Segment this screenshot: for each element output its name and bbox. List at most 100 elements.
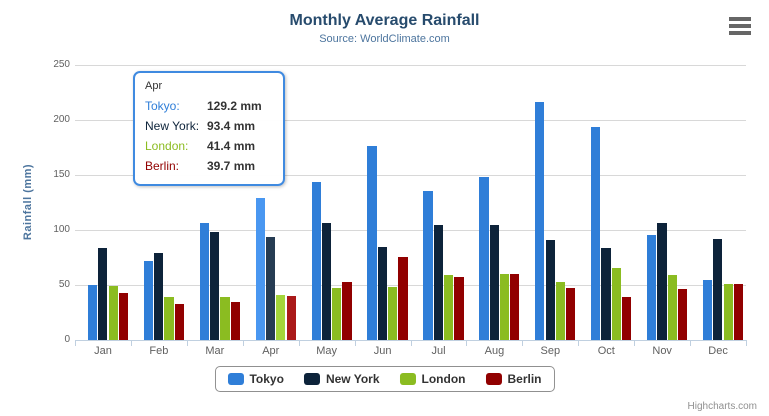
bar-berlin-jul[interactable]: [454, 276, 464, 340]
x-axis-tick: [746, 341, 747, 346]
bar-tokyo-aug[interactable]: [479, 176, 489, 340]
x-axis-tick: [466, 341, 468, 346]
tooltip-series-value: 39.7 mm: [207, 159, 256, 173]
x-axis-tick: [522, 341, 524, 346]
bar-new-york-oct[interactable]: [601, 248, 611, 340]
bar-tokyo-mar[interactable]: [199, 223, 209, 340]
legend: Tokyo New York London Berlin: [214, 366, 555, 392]
bar-tokyo-jun[interactable]: [367, 146, 377, 340]
x-axis-label-jan: Jan: [94, 345, 112, 357]
x-axis-tick: [75, 341, 76, 346]
bar-berlin-dec[interactable]: [733, 283, 744, 340]
legend-item-new-york[interactable]: New York: [303, 372, 380, 386]
x-axis-tick: [578, 341, 580, 346]
bar-tokyo-nov[interactable]: [647, 234, 657, 340]
bar-london-mar[interactable]: [220, 296, 230, 340]
bar-london-aug[interactable]: [499, 274, 510, 340]
bar-london-dec[interactable]: [723, 283, 733, 340]
x-axis-tick: [410, 341, 412, 346]
x-axis-label-aug: Aug: [484, 345, 505, 357]
x-axis-tick: [298, 341, 300, 346]
bar-berlin-oct[interactable]: [622, 297, 632, 340]
legend-symbol-berlin: [485, 373, 502, 385]
y-axis-label: 200: [53, 114, 70, 125]
x-axis-label-jul: Jul: [431, 345, 446, 357]
bar-new-york-jan[interactable]: [98, 248, 108, 340]
bar-new-york-nov[interactable]: [657, 222, 667, 340]
grid-line: [75, 175, 746, 176]
bar-tokyo-feb[interactable]: [143, 261, 154, 341]
bar-london-jul[interactable]: [444, 275, 454, 340]
tooltip-series-label: Berlin:: [145, 159, 180, 173]
hamburger-icon: [729, 31, 751, 35]
bar-tokyo-dec[interactable]: [702, 280, 713, 340]
tooltip-series-label: Tokyo:: [145, 99, 180, 113]
bar-berlin-may[interactable]: [342, 282, 352, 340]
bar-new-york-jun[interactable]: [377, 247, 387, 341]
bar-tokyo-may[interactable]: [311, 181, 321, 340]
bar-london-nov[interactable]: [667, 274, 677, 340]
y-axis-label: 150: [53, 169, 70, 180]
tooltip-header: Apr: [145, 80, 163, 92]
y-axis-label: 250: [53, 59, 70, 70]
bar-tokyo-jul[interactable]: [423, 190, 433, 340]
bar-new-york-apr[interactable]: [265, 237, 276, 340]
x-axis-label-sep: Sep: [540, 345, 561, 357]
y-axis-label: 100: [53, 224, 70, 235]
bar-new-york-feb[interactable]: [154, 253, 164, 340]
bar-london-feb[interactable]: [164, 297, 174, 340]
bar-tokyo-oct[interactable]: [591, 126, 601, 340]
bar-berlin-mar[interactable]: [230, 302, 240, 341]
bar-london-sep[interactable]: [555, 282, 566, 340]
grid-line: [75, 285, 746, 286]
bar-berlin-apr[interactable]: [286, 296, 296, 340]
bar-london-oct[interactable]: [611, 268, 621, 340]
bar-berlin-jun[interactable]: [398, 256, 408, 340]
legend-item-berlin[interactable]: Berlin: [485, 372, 542, 386]
x-axis-tick: [130, 341, 132, 346]
grid-line: [75, 65, 746, 66]
credits-link[interactable]: Highcharts.com: [687, 401, 757, 412]
bar-london-jan[interactable]: [108, 286, 118, 340]
x-axis-label-nov: Nov: [652, 345, 672, 357]
tooltip-row-new-york: New York: 93.4 mm: [145, 116, 262, 136]
bar-london-apr[interactable]: [276, 294, 286, 340]
bar-berlin-nov[interactable]: [677, 288, 688, 340]
context-menu-button[interactable]: [727, 15, 753, 37]
bar-berlin-feb[interactable]: [174, 303, 184, 340]
x-axis-label-mar: Mar: [205, 345, 225, 357]
x-axis-label-feb: Feb: [149, 345, 169, 357]
bar-london-jun[interactable]: [388, 286, 398, 340]
tooltip: Apr Tokyo: 129.2 mm New York: 93.4 mm London…: [133, 71, 285, 186]
bar-tokyo-jan[interactable]: [87, 285, 98, 340]
legend-item-london[interactable]: London: [399, 372, 466, 386]
y-axis-label: 50: [58, 279, 70, 290]
bar-tokyo-sep[interactable]: [535, 102, 545, 340]
bar-berlin-jan[interactable]: [118, 293, 129, 340]
bar-berlin-aug[interactable]: [510, 273, 520, 340]
hamburger-icon: [729, 24, 751, 28]
tooltip-row-london: London: 41.4 mm: [145, 136, 262, 156]
x-axis-line: [75, 340, 747, 341]
bar-berlin-sep[interactable]: [566, 287, 576, 340]
legend-label: London: [421, 372, 466, 386]
legend-item-tokyo[interactable]: Tokyo: [227, 372, 284, 386]
y-axis-title: Rainfall (mm): [22, 163, 34, 241]
x-axis-label-may: May: [316, 345, 338, 357]
bar-new-york-aug[interactable]: [489, 225, 499, 340]
legend-label: New York: [325, 372, 380, 386]
x-axis-label-apr: Apr: [262, 345, 280, 357]
bar-tokyo-apr[interactable]: [255, 197, 265, 340]
bar-new-york-dec[interactable]: [713, 238, 723, 340]
bar-new-york-sep[interactable]: [545, 239, 555, 340]
grid-line: [75, 230, 746, 231]
tooltip-series-value: 129.2 mm: [207, 99, 262, 113]
bar-new-york-may[interactable]: [321, 223, 332, 340]
chart-subtitle: Source: WorldClimate.com: [319, 33, 450, 45]
bar-london-may[interactable]: [332, 288, 342, 340]
legend-label: Tokyo: [249, 372, 284, 386]
x-axis-label-oct: Oct: [597, 345, 615, 357]
bar-new-york-mar[interactable]: [210, 231, 220, 340]
bar-new-york-jul[interactable]: [433, 224, 443, 340]
